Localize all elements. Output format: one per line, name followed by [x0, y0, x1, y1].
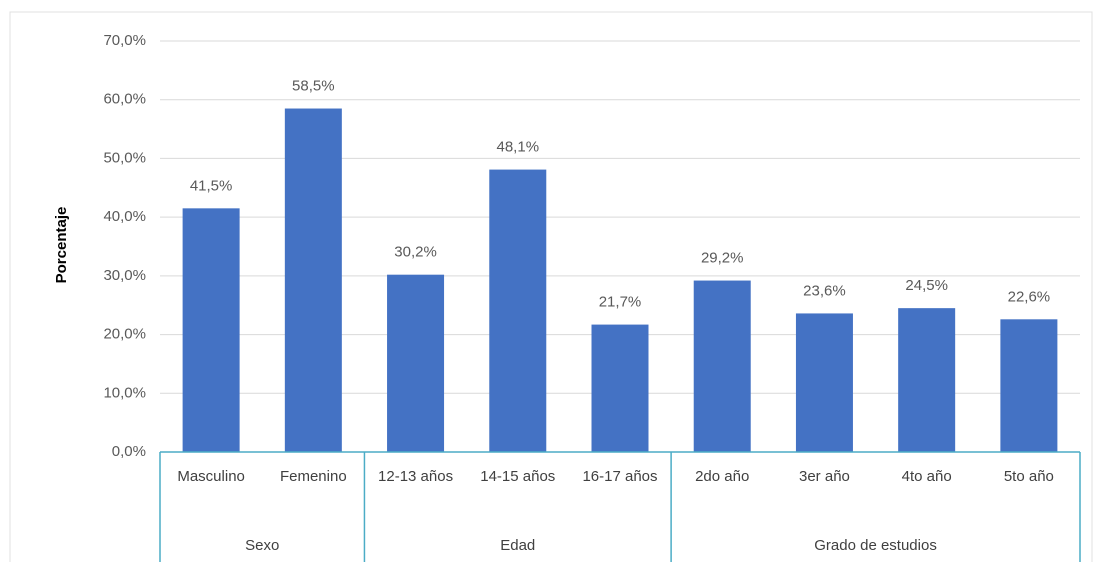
x-tick-label: 14-15 años — [480, 468, 556, 485]
y-tick-label: 40,0% — [103, 208, 146, 225]
x-tick-label: 2do año — [695, 468, 750, 485]
y-tick-label: 20,0% — [103, 326, 146, 343]
y-tick-label: 30,0% — [103, 267, 146, 284]
data-label: 23,6% — [803, 282, 846, 299]
bar — [693, 280, 751, 452]
group-label: Grado de estudios — [814, 537, 937, 554]
data-label: 30,2% — [394, 244, 437, 261]
x-tick-label: Masculino — [177, 468, 245, 485]
data-label: 22,6% — [1008, 288, 1051, 305]
bar — [284, 108, 342, 453]
x-tick-label: Femenino — [279, 468, 347, 485]
x-tick-label: 3er año — [799, 468, 850, 485]
x-tick-label: 12-13 años — [378, 468, 454, 485]
data-label: 48,1% — [497, 139, 540, 156]
y-tick-label: 10,0% — [103, 384, 146, 401]
y-tick-label: 60,0% — [103, 91, 146, 108]
bar — [795, 313, 853, 452]
data-label: 24,5% — [905, 277, 948, 294]
bar — [182, 208, 240, 452]
bar — [387, 274, 445, 452]
group-label: Sexo — [245, 537, 280, 554]
y-axis-label: Porcentaje — [53, 207, 70, 284]
bar — [1000, 319, 1058, 452]
data-label: 58,5% — [292, 77, 335, 94]
y-tick-label: 0,0% — [112, 443, 146, 460]
bar — [898, 308, 956, 452]
data-label: 29,2% — [701, 250, 744, 267]
y-tick-label: 50,0% — [103, 149, 146, 166]
x-tick-label: 5to año — [1003, 468, 1054, 485]
chart-border — [9, 11, 1093, 562]
x-tick-label: 16-17 años — [582, 468, 658, 485]
bar — [591, 324, 649, 452]
data-label: 41,5% — [190, 177, 233, 194]
data-label: 21,7% — [599, 294, 642, 311]
group-label: Edad — [500, 537, 536, 554]
bar — [489, 169, 547, 452]
y-tick-label: 70,0% — [103, 32, 146, 49]
x-tick-label: 4to año — [901, 468, 952, 485]
